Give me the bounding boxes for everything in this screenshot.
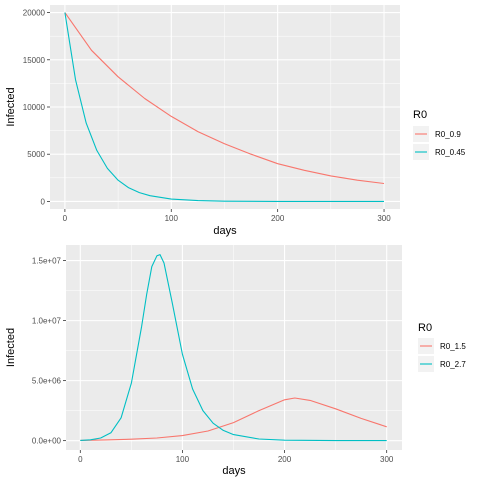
x-tick-label: 300 xyxy=(380,455,394,464)
y-tick-label: 1.0e+07 xyxy=(32,317,62,326)
y-axis-title: Infected xyxy=(5,328,17,367)
y-tick-label: 0.0e+00 xyxy=(32,437,62,446)
y-tick-label: 20000 xyxy=(23,9,46,18)
chart-2: 0 100 200 300 0.0e+00 5.0e+06 1.0e+07 1.5e+07 da… xyxy=(5,245,466,477)
x-axis-title: days xyxy=(213,225,237,237)
x-tick-label: 300 xyxy=(377,214,391,223)
x-tick-label: 200 xyxy=(271,214,285,223)
chart-1: 0 100 200 300 0 5000 10000 15000 20000 days Infect… xyxy=(5,5,466,237)
y-tick-label: 0 xyxy=(41,197,46,206)
x-tick-label: 0 xyxy=(78,455,83,464)
y-tick-label: 15000 xyxy=(23,56,46,65)
x-tick-label: 100 xyxy=(176,455,190,464)
legend-label: R0_0.45 xyxy=(435,148,466,157)
legend-label: R0_2.7 xyxy=(440,360,466,369)
x-axis-title: days xyxy=(222,465,246,477)
x-tick-label: 200 xyxy=(278,455,292,464)
y-tick-label: 5.0e+06 xyxy=(32,377,62,386)
series-line-R0_2.7 xyxy=(80,254,387,442)
plot-panel xyxy=(66,245,402,450)
y-tick-label: 1.5e+07 xyxy=(32,257,62,266)
x-tick-label: 0 xyxy=(63,214,68,223)
y-axis-title: Infected xyxy=(5,87,17,126)
legend-label: R0_1.5 xyxy=(440,342,466,351)
y-tick-label: 5000 xyxy=(27,150,45,159)
legend-title: R0 xyxy=(413,109,427,121)
x-tick-label: 100 xyxy=(165,214,179,223)
legend: R0 R0_1.5 R0_2.7 xyxy=(418,322,466,372)
series-line-R0_1.5 xyxy=(80,397,387,441)
legend: R0 R0_0.9 R0_0.45 xyxy=(413,109,466,160)
series-line-R0_0.9 xyxy=(64,12,385,185)
y-tick-label: 10000 xyxy=(23,103,46,112)
series-line-R0_0.45 xyxy=(64,12,384,202)
legend-label: R0_0.9 xyxy=(435,130,461,139)
legend-title: R0 xyxy=(418,322,432,334)
